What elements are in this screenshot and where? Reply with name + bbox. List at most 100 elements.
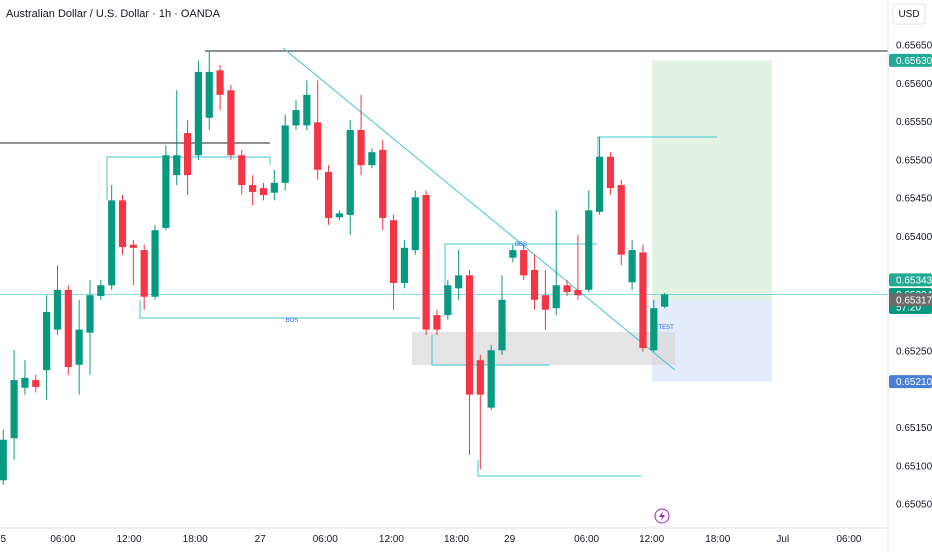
y-tick-label: 0.65500: [896, 155, 932, 166]
y-tick-label: 0.65400: [896, 232, 932, 243]
price-tag-label: 0.65343: [896, 275, 932, 286]
candle-body: [108, 200, 116, 286]
high-line: [597, 136, 717, 160]
candle-body: [650, 308, 658, 351]
bos-line: [139, 300, 420, 319]
annotation: BBS: [515, 242, 527, 248]
trendline: [282, 47, 676, 371]
candle-body: [21, 377, 29, 388]
candle-body: [173, 155, 181, 176]
candle-body: [368, 152, 376, 166]
candle-body: [422, 195, 430, 330]
candle-body: [183, 133, 192, 176]
candle-body: [455, 275, 463, 289]
bbs-line: [444, 243, 597, 290]
price-tag: [889, 375, 932, 389]
candle-body: [238, 155, 246, 186]
candle-body: [661, 294, 669, 307]
x-tick-label: 18:00: [444, 534, 469, 545]
candle-body: [617, 185, 625, 255]
candle-body: [595, 156, 604, 212]
candle-body: [259, 188, 268, 196]
candle-body: [162, 155, 170, 228]
candle-body: [194, 71, 203, 156]
candle-body: [487, 350, 495, 408]
x-tick-label: 12:00: [379, 534, 404, 545]
candle-body: [433, 315, 441, 330]
candle-body: [281, 125, 289, 183]
candle-body: [520, 250, 528, 276]
candle-body: [32, 380, 40, 387]
candle-body: [379, 149, 387, 218]
candle-body: [75, 329, 83, 365]
price-tag: [889, 53, 932, 67]
x-tick-label: 12:00: [117, 534, 142, 545]
price-tag-label: 0.65630: [896, 56, 932, 67]
candle-body: [53, 289, 62, 330]
candle-body: [97, 285, 105, 296]
candle-body: [574, 289, 582, 296]
candle-body: [498, 299, 506, 351]
candle-body: [324, 172, 333, 218]
candle-body: [606, 156, 615, 189]
y-tick-label: 0.65450: [896, 194, 932, 205]
target-zone: [652, 60, 772, 300]
candle-body: [10, 380, 18, 439]
candle-body: [530, 269, 539, 300]
x-tick-label: Jul: [776, 534, 789, 545]
x-tick-label: 06:00: [574, 534, 599, 545]
annotation: RETEST: [650, 325, 674, 331]
price-tag: [889, 273, 932, 287]
candle-body: [585, 210, 593, 290]
y-tick-label: 0.65250: [896, 347, 932, 358]
candle-body: [249, 185, 257, 192]
candle-body: [563, 285, 571, 293]
y-tick-label: 0.65650: [896, 41, 932, 52]
x-tick-label: 12:00: [639, 534, 664, 545]
candle-body: [465, 275, 474, 395]
candle-body: [140, 250, 148, 297]
candle-body: [346, 130, 354, 215]
candle-body: [216, 70, 224, 95]
event-icon[interactable]: [654, 508, 670, 524]
y-tick-label: 0.65150: [896, 423, 932, 434]
y-tick-label: 0.65600: [896, 79, 932, 90]
candle-body: [205, 71, 213, 118]
x-tick-label: 06:00: [313, 534, 338, 545]
candle-body: [314, 122, 322, 170]
currency-button[interactable]: [892, 3, 926, 25]
candle-body: [628, 250, 636, 283]
annotation: BOS: [286, 318, 299, 324]
candle-body: [389, 220, 398, 283]
x-tick-label: 06:00: [50, 534, 75, 545]
candle-body: [0, 439, 7, 481]
candle-body: [335, 213, 343, 218]
x-tick-label: 06:00: [836, 534, 861, 545]
chart-title: Australian Dollar / U.S. Dollar · 1h · O…: [6, 8, 221, 20]
price-tag-label: 0.65210: [896, 377, 932, 388]
candle-body: [552, 285, 560, 309]
y-tick-label: 0.65550: [896, 117, 932, 128]
candle-body: [129, 244, 137, 248]
price-tag: [889, 293, 932, 307]
candle-body: [64, 289, 72, 368]
currency-label[interactable]: USD: [898, 9, 919, 20]
x-tick-label: 18:00: [705, 534, 730, 545]
countdown: 57:20: [896, 302, 921, 313]
candle-body: [357, 130, 365, 166]
y-tick-label: 0.65050: [896, 499, 932, 510]
candle-body: [411, 197, 419, 251]
candle-body: [227, 90, 235, 156]
candle-body: [151, 230, 159, 297]
candle-body: [639, 252, 647, 348]
price-tag-label: 0.65317: [896, 295, 932, 306]
x-tick-label: 5: [0, 534, 6, 545]
candle-body: [43, 312, 51, 371]
candle-body: [292, 110, 300, 126]
zone-line: [431, 335, 550, 366]
position-layer: [0, 60, 888, 382]
candle-body: [444, 285, 452, 316]
x-tick-label: 29: [504, 534, 516, 545]
